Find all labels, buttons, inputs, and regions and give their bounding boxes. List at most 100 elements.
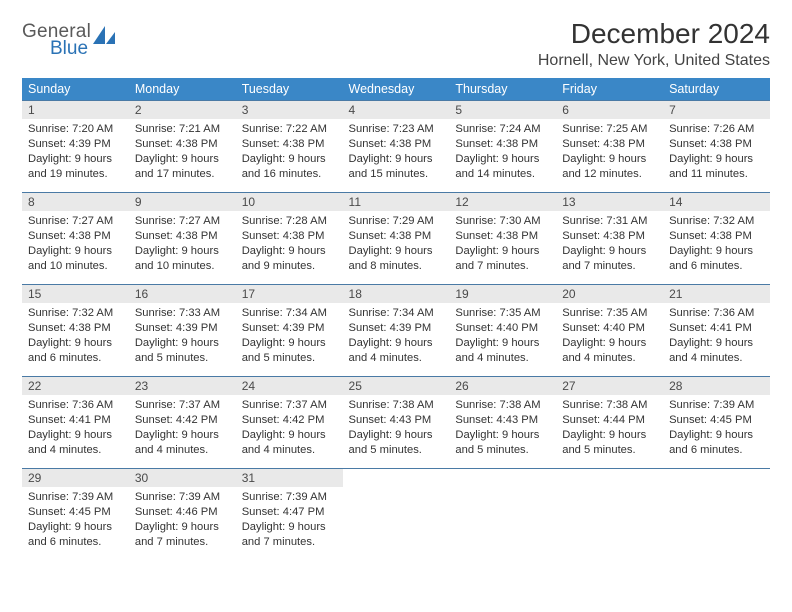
title-block: December 2024 Hornell, New York, United … bbox=[538, 18, 770, 70]
sunset-text: Sunset: 4:43 PM bbox=[455, 413, 550, 428]
day-number: 28 bbox=[663, 377, 770, 395]
sunset-text: Sunset: 4:38 PM bbox=[562, 137, 657, 152]
calendar-day-cell: 30Sunrise: 7:39 AMSunset: 4:46 PMDayligh… bbox=[129, 469, 236, 569]
calendar-day-cell: .. bbox=[663, 469, 770, 569]
daylight-text-1: Daylight: 9 hours bbox=[455, 336, 550, 351]
calendar-day-cell: 5Sunrise: 7:24 AMSunset: 4:38 PMDaylight… bbox=[449, 101, 556, 193]
calendar-day-cell: 10Sunrise: 7:28 AMSunset: 4:38 PMDayligh… bbox=[236, 193, 343, 285]
sunrise-text: Sunrise: 7:28 AM bbox=[242, 214, 337, 229]
sunset-text: Sunset: 4:41 PM bbox=[28, 413, 123, 428]
calendar-day-cell: 18Sunrise: 7:34 AMSunset: 4:39 PMDayligh… bbox=[343, 285, 450, 377]
sunset-text: Sunset: 4:47 PM bbox=[242, 505, 337, 520]
sunrise-text: Sunrise: 7:32 AM bbox=[28, 306, 123, 321]
day-number: 1 bbox=[22, 101, 129, 119]
calendar-week-row: 8Sunrise: 7:27 AMSunset: 4:38 PMDaylight… bbox=[22, 193, 770, 285]
sunset-text: Sunset: 4:45 PM bbox=[28, 505, 123, 520]
daylight-text-2: and 7 minutes. bbox=[135, 535, 230, 550]
sunset-text: Sunset: 4:38 PM bbox=[135, 229, 230, 244]
calendar-day-cell: 22Sunrise: 7:36 AMSunset: 4:41 PMDayligh… bbox=[22, 377, 129, 469]
sunset-text: Sunset: 4:44 PM bbox=[562, 413, 657, 428]
sunset-text: Sunset: 4:38 PM bbox=[28, 321, 123, 336]
sunset-text: Sunset: 4:39 PM bbox=[135, 321, 230, 336]
daylight-text-2: and 10 minutes. bbox=[28, 259, 123, 274]
daylight-text-1: Daylight: 9 hours bbox=[562, 244, 657, 259]
day-number: 29 bbox=[22, 469, 129, 487]
daylight-text-1: Daylight: 9 hours bbox=[562, 428, 657, 443]
daylight-text-2: and 6 minutes. bbox=[669, 443, 764, 458]
sunset-text: Sunset: 4:38 PM bbox=[135, 137, 230, 152]
daylight-text-1: Daylight: 9 hours bbox=[28, 520, 123, 535]
day-details: Sunrise: 7:39 AMSunset: 4:47 PMDaylight:… bbox=[236, 487, 343, 554]
daylight-text-1: Daylight: 9 hours bbox=[242, 428, 337, 443]
calendar-day-cell: 28Sunrise: 7:39 AMSunset: 4:45 PMDayligh… bbox=[663, 377, 770, 469]
calendar-day-cell: 11Sunrise: 7:29 AMSunset: 4:38 PMDayligh… bbox=[343, 193, 450, 285]
month-year-title: December 2024 bbox=[538, 18, 770, 50]
day-details: Sunrise: 7:31 AMSunset: 4:38 PMDaylight:… bbox=[556, 211, 663, 278]
day-details: Sunrise: 7:36 AMSunset: 4:41 PMDaylight:… bbox=[22, 395, 129, 462]
day-details: Sunrise: 7:37 AMSunset: 4:42 PMDaylight:… bbox=[236, 395, 343, 462]
day-details: Sunrise: 7:38 AMSunset: 4:44 PMDaylight:… bbox=[556, 395, 663, 462]
calendar-week-row: 29 Sunrise: 7:39 AMSunset: 4:45 PMDayligh… bbox=[22, 469, 770, 569]
calendar-week-row: 1Sunrise: 7:20 AMSunset: 4:39 PMDaylight… bbox=[22, 101, 770, 193]
day-number: 11 bbox=[343, 193, 450, 211]
daylight-text-1: Daylight: 9 hours bbox=[455, 152, 550, 167]
sunrise-text: Sunrise: 7:39 AM bbox=[28, 490, 123, 505]
weekday-header: Saturday bbox=[663, 78, 770, 101]
day-details: Sunrise: 7:28 AMSunset: 4:38 PMDaylight:… bbox=[236, 211, 343, 278]
daylight-text-2: and 5 minutes. bbox=[349, 443, 444, 458]
day-details: Sunrise: 7:26 AMSunset: 4:38 PMDaylight:… bbox=[663, 119, 770, 186]
daylight-text-2: and 17 minutes. bbox=[135, 167, 230, 182]
daylight-text-1: Daylight: 9 hours bbox=[242, 244, 337, 259]
sunset-text: Sunset: 4:38 PM bbox=[669, 229, 764, 244]
sunrise-text: Sunrise: 7:31 AM bbox=[562, 214, 657, 229]
calendar-day-cell: 27Sunrise: 7:38 AMSunset: 4:44 PMDayligh… bbox=[556, 377, 663, 469]
calendar-table: Sunday Monday Tuesday Wednesday Thursday… bbox=[22, 78, 770, 569]
day-details: Sunrise: 7:20 AMSunset: 4:39 PMDaylight:… bbox=[22, 119, 129, 186]
sunrise-text: Sunrise: 7:20 AM bbox=[28, 122, 123, 137]
day-details: Sunrise: 7:21 AMSunset: 4:38 PMDaylight:… bbox=[129, 119, 236, 186]
daylight-text-1: Daylight: 9 hours bbox=[669, 428, 764, 443]
sunrise-text: Sunrise: 7:21 AM bbox=[135, 122, 230, 137]
sunrise-text: Sunrise: 7:26 AM bbox=[669, 122, 764, 137]
day-details: Sunrise: 7:32 AMSunset: 4:38 PMDaylight:… bbox=[663, 211, 770, 278]
calendar-day-cell: 8Sunrise: 7:27 AMSunset: 4:38 PMDaylight… bbox=[22, 193, 129, 285]
sunrise-text: Sunrise: 7:27 AM bbox=[28, 214, 123, 229]
sunrise-text: Sunrise: 7:35 AM bbox=[562, 306, 657, 321]
daylight-text-2: and 4 minutes. bbox=[135, 443, 230, 458]
location-subtitle: Hornell, New York, United States bbox=[538, 52, 770, 70]
day-number: 31 bbox=[236, 469, 343, 487]
daylight-text-2: and 8 minutes. bbox=[349, 259, 444, 274]
day-number: 8 bbox=[22, 193, 129, 211]
sunset-text: Sunset: 4:45 PM bbox=[669, 413, 764, 428]
sunset-text: Sunset: 4:38 PM bbox=[28, 229, 123, 244]
daylight-text-2: and 6 minutes. bbox=[28, 535, 123, 550]
daylight-text-2: and 5 minutes. bbox=[562, 443, 657, 458]
day-details: Sunrise: 7:37 AMSunset: 4:42 PMDaylight:… bbox=[129, 395, 236, 462]
day-number: 26 bbox=[449, 377, 556, 395]
daylight-text-1: Daylight: 9 hours bbox=[669, 152, 764, 167]
calendar-day-cell: 15Sunrise: 7:32 AMSunset: 4:38 PMDayligh… bbox=[22, 285, 129, 377]
daylight-text-2: and 14 minutes. bbox=[455, 167, 550, 182]
logo-word-blue: Blue bbox=[22, 39, 91, 58]
daylight-text-2: and 4 minutes. bbox=[562, 351, 657, 366]
calendar-day-cell: 23Sunrise: 7:37 AMSunset: 4:42 PMDayligh… bbox=[129, 377, 236, 469]
daylight-text-2: and 12 minutes. bbox=[562, 167, 657, 182]
daylight-text-2: and 11 minutes. bbox=[669, 167, 764, 182]
calendar-day-cell: 14Sunrise: 7:32 AMSunset: 4:38 PMDayligh… bbox=[663, 193, 770, 285]
day-number: 15 bbox=[22, 285, 129, 303]
sunrise-text: Sunrise: 7:24 AM bbox=[455, 122, 550, 137]
calendar-day-cell: 1Sunrise: 7:20 AMSunset: 4:39 PMDaylight… bbox=[22, 101, 129, 193]
day-number: 22 bbox=[22, 377, 129, 395]
daylight-text-2: and 15 minutes. bbox=[349, 167, 444, 182]
header: General Blue December 2024 Hornell, New … bbox=[22, 18, 770, 70]
day-number: 21 bbox=[663, 285, 770, 303]
sunset-text: Sunset: 4:38 PM bbox=[242, 229, 337, 244]
day-details: Sunrise: 7:27 AMSunset: 4:38 PMDaylight:… bbox=[22, 211, 129, 278]
calendar-day-cell: 31Sunrise: 7:39 AMSunset: 4:47 PMDayligh… bbox=[236, 469, 343, 569]
sunrise-text: Sunrise: 7:36 AM bbox=[28, 398, 123, 413]
weekday-header: Thursday bbox=[449, 78, 556, 101]
daylight-text-2: and 5 minutes. bbox=[455, 443, 550, 458]
calendar-day-cell: 25Sunrise: 7:38 AMSunset: 4:43 PMDayligh… bbox=[343, 377, 450, 469]
sunrise-text: Sunrise: 7:36 AM bbox=[669, 306, 764, 321]
daylight-text-2: and 7 minutes. bbox=[242, 535, 337, 550]
